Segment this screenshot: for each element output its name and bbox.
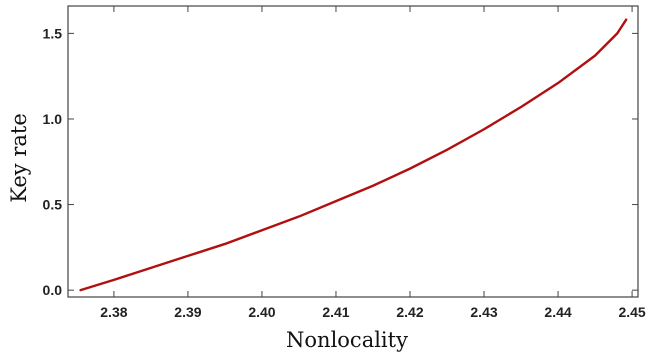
x-tick-label: 2.39 [174, 304, 201, 320]
x-tick-label: 2.43 [470, 304, 497, 320]
x-tick-label: 2.44 [544, 304, 571, 320]
y-tick-label: 0.0 [43, 282, 63, 298]
axis-ticks [68, 6, 638, 297]
y-axis-label: Key rate [7, 113, 31, 203]
x-tick-label: 2.45 [618, 304, 645, 320]
x-tick-label: 2.41 [322, 304, 349, 320]
x-tick-label: 2.42 [396, 304, 423, 320]
x-tick-label: 2.38 [100, 304, 127, 320]
y-tick-label: 0.5 [43, 197, 63, 213]
x-tick-label: 2.40 [248, 304, 275, 320]
y-tick-label: 1.0 [43, 111, 63, 127]
x-axis-label: Nonlocality [286, 328, 408, 352]
series-group [79, 18, 628, 292]
tick-labels: 2.38 2.39 2.40 2.41 2.42 2.43 2.44 2.45 0.0 0.5 1.… [43, 25, 646, 320]
series-line-0 [79, 18, 628, 292]
plot-frame [67, 5, 639, 298]
y-tick-label: 1.5 [43, 25, 63, 41]
